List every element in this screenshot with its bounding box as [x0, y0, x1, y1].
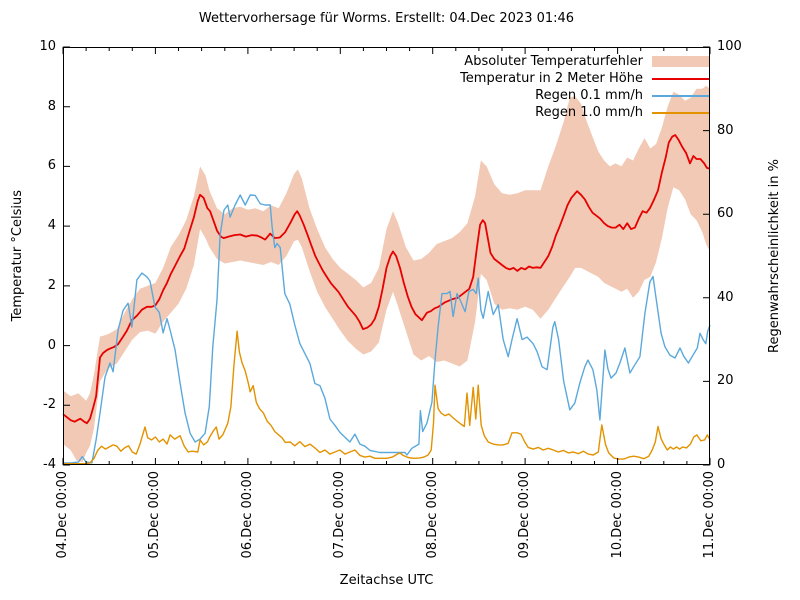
x-axis-label: Zeitachse UTC [339, 573, 434, 588]
x-tick-label: 07.Dec 00:00 [332, 471, 347, 559]
y-tick-label-right: 40 [717, 290, 734, 305]
legend-label: Regen 1.0 mm/h [535, 105, 643, 120]
y-tick-label-left: 2 [47, 278, 56, 293]
y-tick-label-right: 0 [717, 457, 726, 472]
y-tick-label-right: 100 [717, 39, 742, 54]
y-tick-label-left: 0 [47, 338, 56, 353]
legend-item: Regen 1.0 mm/h [460, 104, 709, 121]
error-band-area [63, 85, 710, 463]
x-tick-label: 09.Dec 00:00 [517, 471, 532, 559]
temperature-line [62, 134, 711, 425]
legend-item: Absoluter Temperaturfehler [460, 53, 709, 70]
chart-title: Wettervorhersage für Worms. Erstellt: 04… [198, 11, 575, 26]
y-tick-label-left: -2 [43, 397, 56, 412]
legend-band-swatch [652, 56, 709, 67]
rain-01-line [63, 194, 711, 464]
y-tick-label-left: -4 [43, 457, 56, 472]
legend-label: Regen 0.1 mm/h [535, 88, 643, 103]
legend-item: Regen 0.1 mm/h [460, 87, 709, 104]
x-tick-label: 04.Dec 00:00 [55, 471, 70, 559]
y-tick-label-left: 6 [47, 158, 56, 173]
legend: Absoluter Temperaturfehler Temperatur in … [460, 53, 709, 121]
legend-line-sample [652, 77, 709, 80]
x-tick-label: 11.Dec 00:00 [702, 471, 717, 559]
y-tick-label-left: 4 [47, 218, 56, 233]
y-tick-label-left: 8 [47, 99, 56, 114]
legend-line-sample [652, 111, 709, 114]
x-tick-label: 08.Dec 00:00 [425, 471, 440, 559]
x-tick-label: 05.Dec 00:00 [147, 471, 162, 559]
legend-item: Temperatur in 2 Meter Höhe [460, 70, 709, 87]
y-axis-label-right: Regenwahrscheinlichkeit in % [766, 159, 782, 353]
rain-10-line [63, 330, 711, 465]
x-tick-label: 10.Dec 00:00 [610, 471, 625, 559]
y-tick-label-right: 20 [717, 373, 734, 388]
legend-label: Absoluter Temperaturfehler [464, 54, 643, 69]
y-tick-label-right: 60 [717, 206, 734, 221]
y-tick-label-right: 80 [717, 123, 734, 138]
legend-label: Temperatur in 2 Meter Höhe [460, 71, 643, 86]
plot-border [63, 47, 710, 465]
legend-line-sample [652, 94, 709, 97]
x-tick-label: 06.Dec 00:00 [240, 471, 255, 559]
y-tick-label-left: 10 [39, 39, 56, 54]
